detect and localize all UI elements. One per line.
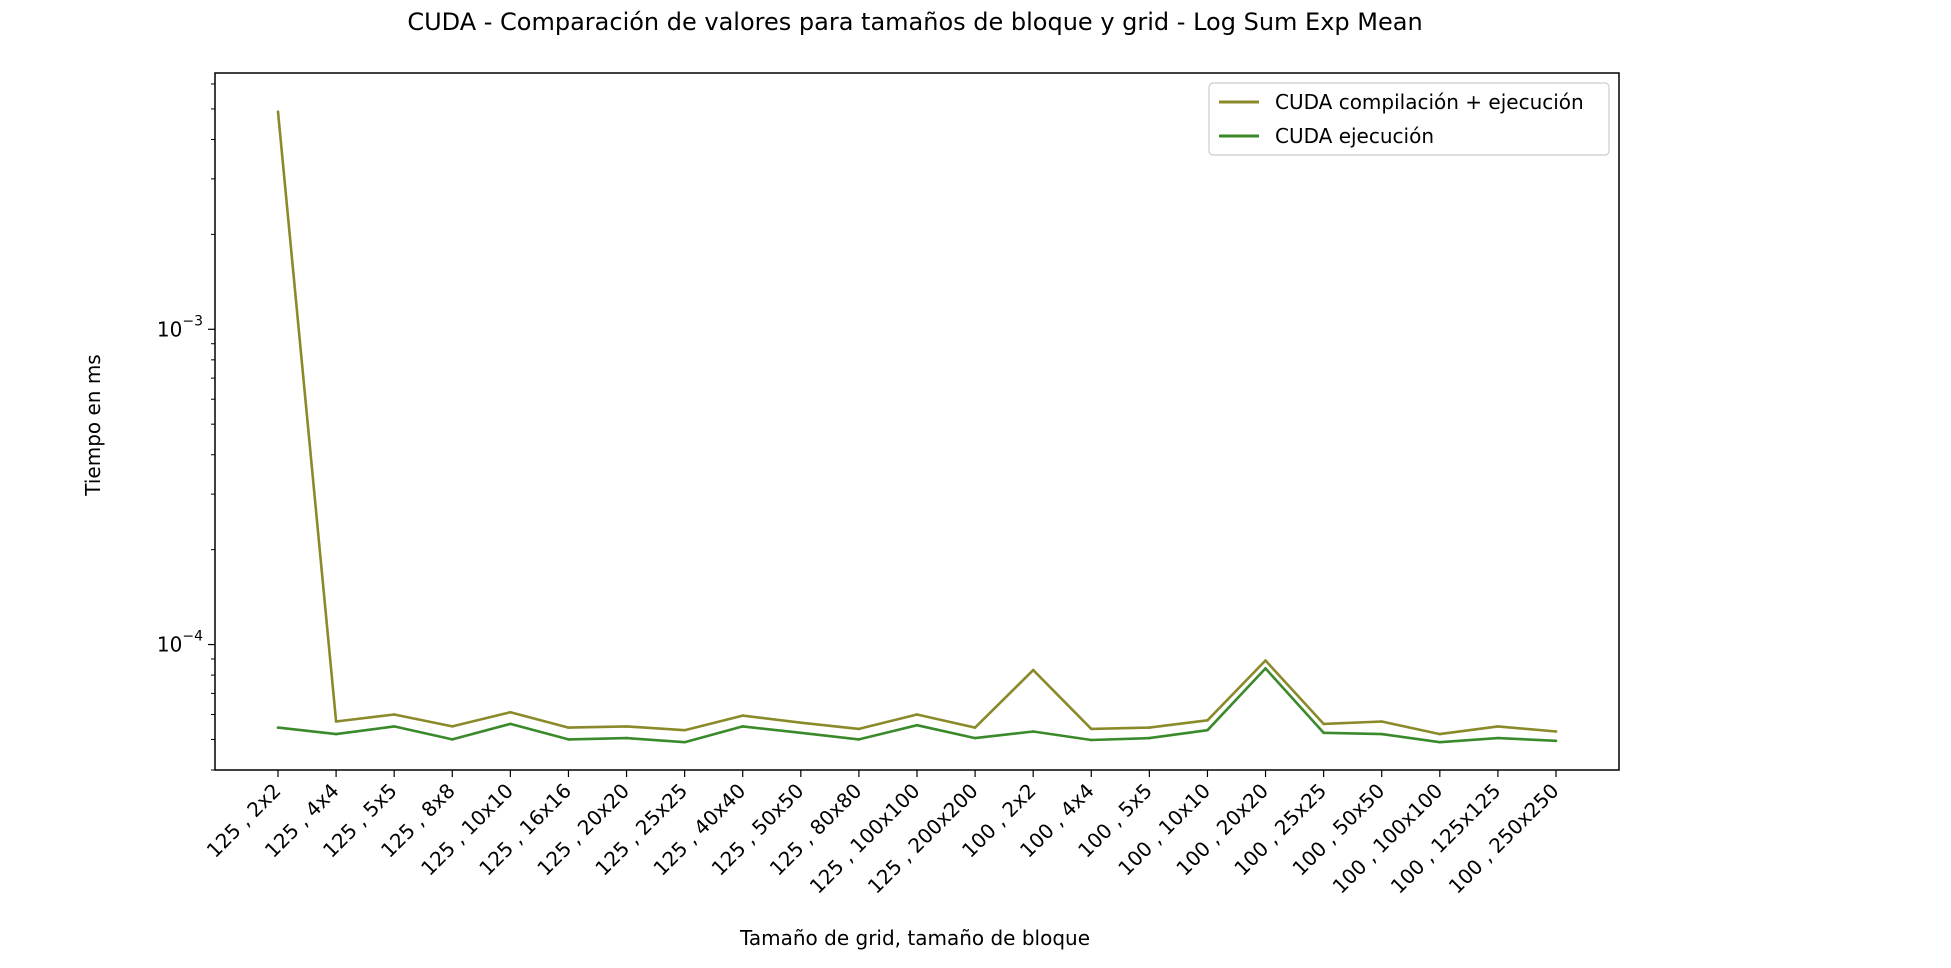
data-point: [1264, 667, 1267, 670]
data-point: [276, 726, 280, 729]
data-point: [1089, 738, 1093, 742]
data-point: [1380, 732, 1384, 736]
data-point: [1148, 726, 1151, 729]
chart-title: CUDA - Comparación de valores para tamañ…: [407, 8, 1422, 36]
data-point: [392, 725, 396, 728]
data-point: [276, 110, 280, 113]
data-point: [1496, 725, 1500, 728]
data-point: [799, 731, 803, 735]
y-tick-label: 10−4: [157, 629, 203, 657]
series-line-compilacion-ejecucion: [276, 111, 1557, 736]
data-point: [1206, 728, 1209, 732]
data-point: [1206, 719, 1209, 722]
data-point: [1438, 740, 1442, 744]
data-point: [741, 714, 745, 717]
data-point: [915, 713, 919, 716]
data-point: [799, 721, 803, 725]
data-point: [509, 722, 512, 726]
series-line-ejecucion: [277, 667, 1557, 744]
data-point: [857, 738, 861, 741]
data-point: [857, 727, 861, 731]
data-point: [683, 728, 686, 732]
y-axis: 10−3 10−4: [157, 83, 215, 771]
x-axis-label: Tamaño de grid, tamaño de bloque: [739, 926, 1090, 950]
legend: CUDA compilación + ejecución CUDA ejecuc…: [1208, 82, 1610, 156]
data-point: [973, 736, 977, 740]
data-point: [450, 725, 454, 728]
legend-box: [1208, 82, 1610, 156]
legend-label-ejecucion: CUDA ejecución: [1275, 124, 1434, 148]
data-point: [1380, 720, 1384, 723]
data-point: [450, 738, 454, 741]
data-point: [1554, 739, 1558, 743]
data-point: [1322, 722, 1325, 726]
data-point: [683, 740, 686, 744]
data-point: [1148, 736, 1151, 740]
data-point: [1089, 727, 1093, 731]
data-point: [334, 732, 338, 736]
data-point: [509, 710, 512, 714]
data-point: [567, 738, 570, 741]
data-point: [1438, 732, 1442, 736]
data-point: [625, 736, 628, 740]
data-point: [973, 726, 977, 729]
plot-area: [214, 72, 1620, 771]
data-point: [741, 725, 745, 728]
data-point: [1496, 736, 1500, 740]
data-point: [392, 713, 396, 716]
data-point: [1322, 731, 1325, 735]
y-axis-label: Tiempo en ms: [81, 354, 105, 496]
legend-label-compilacion: CUDA compilación + ejecución: [1275, 90, 1584, 114]
series-lines: [276, 110, 1558, 744]
data-point: [1264, 659, 1267, 662]
data-point: [334, 720, 338, 723]
data-point: [1031, 668, 1035, 672]
data-point: [1031, 730, 1035, 733]
y-tick-label: 10−3: [157, 313, 203, 341]
data-point: [625, 725, 628, 728]
data-point: [1554, 730, 1558, 733]
data-point: [567, 726, 570, 729]
data-point: [915, 723, 919, 727]
